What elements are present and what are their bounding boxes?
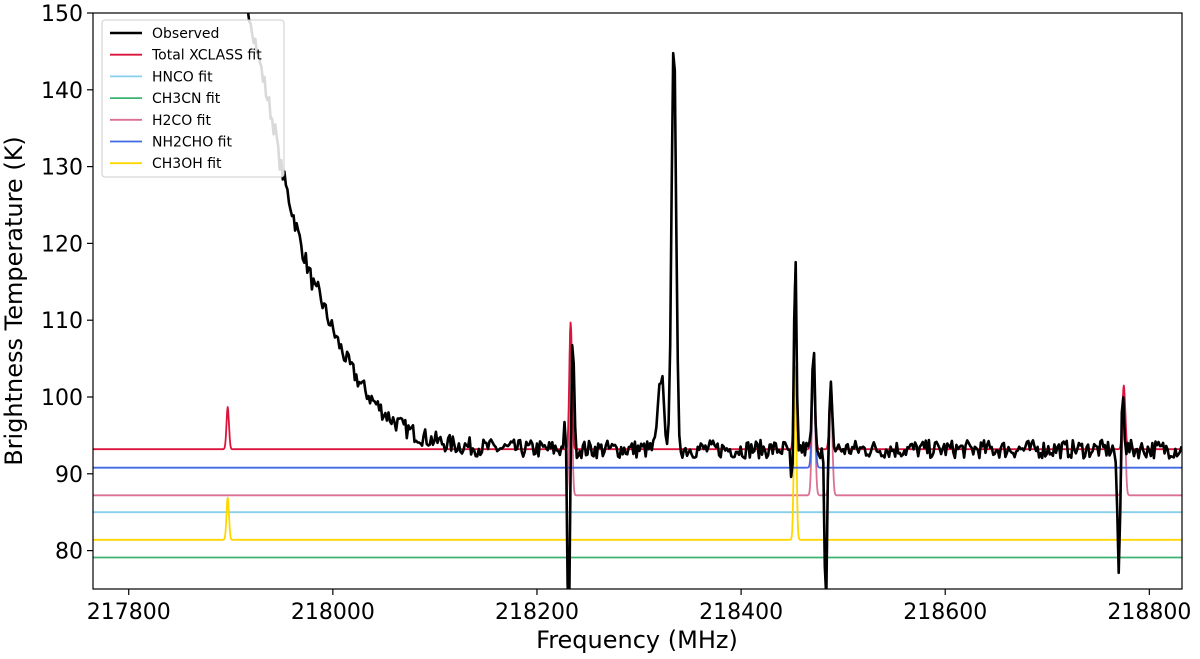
y-axis-ticks: 80 90 100 110 120 130 140 150 [41,2,93,565]
x-tick-label: 218200 [495,600,579,625]
x-tick-label: 218400 [699,600,783,625]
legend-box [101,19,285,178]
x-tick-label: 218800 [1107,600,1191,625]
legend-label: NH2CHO fit [152,135,232,151]
x-tick-label: 218000 [291,600,375,625]
x-axis-label: Frequency (MHz) [536,626,738,654]
y-axis-label: Brightness Temperature (K) [0,136,28,466]
legend-label: CH3CN fit [152,91,221,107]
series-line-total-xclass-fit [93,271,1182,451]
x-tick-label: 217800 [87,600,171,625]
y-tick-label: 80 [55,540,83,565]
y-tick-label: 140 [41,79,83,104]
legend-label: H2CO fit [152,113,211,129]
y-tick-label: 100 [41,386,83,411]
series-line-ch3oh-fit [93,366,1182,541]
y-tick-label: 90 [55,463,83,488]
y-tick-label: 120 [41,232,83,257]
legend: Observed Total XCLASS fit HNCO fit CH3CN fi… [101,19,285,178]
series-line-nh2cho-fit [93,370,1182,469]
plot-frame [92,12,1183,590]
series-line-h2co-fit [93,321,1182,497]
x-axis-ticks: 217800 218000 218200 218400 218600 218800 [87,589,1191,625]
legend-label: CH3OH fit [152,156,222,172]
legend-label: HNCO fit [152,69,213,85]
y-tick-label: 150 [41,2,83,27]
y-tick-label: 130 [41,156,83,181]
legend-label: Total XCLASS fit [151,48,262,64]
y-tick-label: 110 [41,309,83,334]
x-tick-label: 218600 [903,600,987,625]
legend-label: Observed [152,26,219,42]
